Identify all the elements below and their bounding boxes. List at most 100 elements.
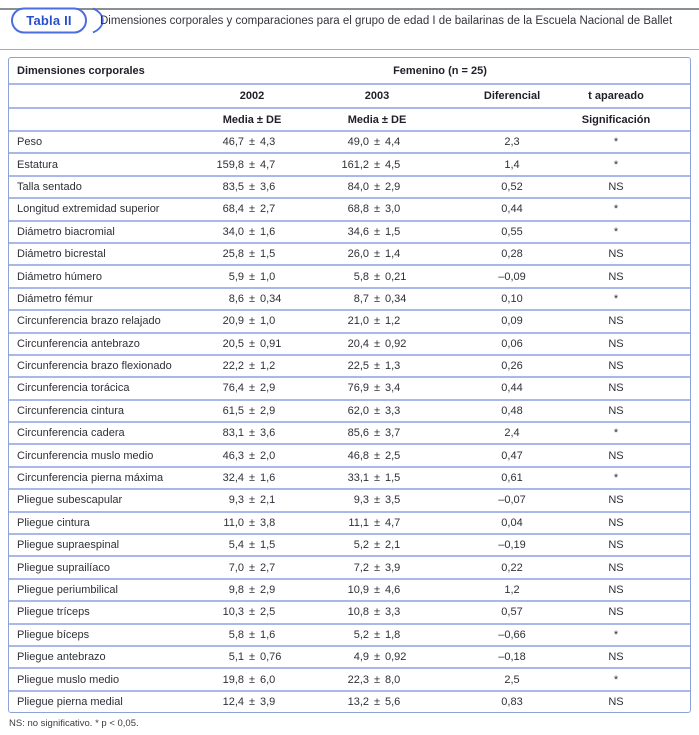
table-row: Diámetro húmero 5,9 ±1,0 5,8 ±0,21 –0,09 N… xyxy=(9,264,690,286)
row-label: Circunferencia cadera xyxy=(17,427,125,440)
table-row: Circunferencia torácica 76,4 ±2,9 76,9 ±3,… xyxy=(9,376,690,398)
cell-2003: 161,2 ±4,5 xyxy=(341,158,401,171)
cell-diferencial: 0,28 xyxy=(501,248,523,261)
cell-significacion: NS xyxy=(608,180,624,193)
table-row: Estatura 159,8 ±4,7 161,2 ±4,5 1,4 * xyxy=(9,152,690,174)
table-row: Circunferencia muslo medio 46,3 ±2,0 46,8… xyxy=(9,443,690,465)
cell-2003: 68,8 ±3,0 xyxy=(347,203,401,216)
cell-2002: 12,4 ±3,9 xyxy=(222,695,276,708)
badge-label: Tabla II xyxy=(26,13,72,28)
cell-significacion: NS xyxy=(608,248,624,261)
cell-significacion: NS xyxy=(608,606,624,619)
cell-diferencial: 1,2 xyxy=(504,584,520,596)
header-t-apareado: t apareado xyxy=(588,90,644,102)
cell-2002: 5,4 ±1,5 xyxy=(228,539,276,552)
cell-significacion: NS xyxy=(608,315,624,328)
header-2002: 2002 xyxy=(239,90,265,102)
cell-2003: 10,9 ±4,6 xyxy=(347,584,401,596)
row-label: Pliegue muslo medio xyxy=(17,673,120,686)
subheader-significacion: Significación xyxy=(581,113,651,126)
cell-significacion: * xyxy=(613,628,619,641)
cell-2002: 46,7 ±4,3 xyxy=(222,136,276,149)
cell-significacion: NS xyxy=(608,516,624,529)
cell-2002: 8,6 ±0,34 xyxy=(228,292,282,305)
cell-2003: 5,2 ±2,1 xyxy=(353,539,401,552)
header-2003: 2003 xyxy=(364,90,390,102)
cell-2002: 34,0 ±1,6 xyxy=(222,225,276,238)
row-label: Pliegue subescapular xyxy=(17,494,123,507)
header-group: Femenino (n = 25) xyxy=(393,64,487,77)
cell-2002: 159,8 ±4,7 xyxy=(216,158,276,171)
row-label: Circunferencia brazo flexionado xyxy=(17,360,172,373)
table-row: Pliegue muslo medio 19,8 ±6,0 22,3 ±8,0 2,… xyxy=(9,667,690,689)
cell-significacion: NS xyxy=(608,539,624,552)
cell-significacion: * xyxy=(613,225,619,238)
cell-significacion: NS xyxy=(608,584,624,596)
cell-significacion: * xyxy=(613,427,619,440)
table-row: Circunferencia cadera 83,1 ±3,6 85,6 ±3,7 … xyxy=(9,421,690,443)
cell-2002: 5,9 ±1,0 xyxy=(228,270,276,283)
cell-2002: 5,8 ±1,6 xyxy=(228,628,276,641)
cell-significacion: NS xyxy=(608,382,624,395)
cell-significacion: NS xyxy=(608,360,624,373)
row-label: Pliegue supraespinal xyxy=(17,539,120,552)
table-row: Circunferencia antebrazo 20,5 ±0,91 20,4 ±… xyxy=(9,331,690,354)
row-label: Pliegue cintura xyxy=(17,516,90,529)
row-label: Circunferencia muslo medio xyxy=(17,449,154,462)
header-col1: Dimensiones corporales xyxy=(17,64,145,77)
row-label: Diámetro fémur xyxy=(17,292,93,305)
cell-2002: 9,3 ±2,1 xyxy=(228,494,276,507)
cell-2003: 22,3 ±8,0 xyxy=(347,673,401,686)
cell-2002: 25,8 ±1,5 xyxy=(222,248,276,261)
cell-2002: 19,8 ±6,0 xyxy=(222,673,276,686)
row-label: Pliegue tríceps xyxy=(17,606,90,619)
table-badge: Tabla II xyxy=(10,7,110,37)
table-row: Pliegue subescapular 9,3 ±2,1 9,3 ±3,5 –0,… xyxy=(9,488,690,510)
row-label: Peso xyxy=(17,136,43,149)
row-label: Pliegue pierna medial xyxy=(17,695,123,708)
cell-significacion: * xyxy=(613,203,619,216)
cell-2003: 20,4 ±0,92 xyxy=(347,337,407,350)
cell-2003: 49,0 ±4,4 xyxy=(347,136,401,149)
table-row: Pliegue cintura 11,0 ±3,8 11,1 ±4,7 0,04 N… xyxy=(9,510,690,533)
table-title: Dimensiones corporales y comparaciones p… xyxy=(100,15,673,27)
header-diferencial: Diferencial xyxy=(483,90,541,102)
table-row: Pliegue supraespinal 5,4 ±1,5 5,2 ±2,1 –0,… xyxy=(9,533,690,555)
cell-diferencial: 0,61 xyxy=(501,472,523,485)
cell-diferencial: 0,26 xyxy=(501,360,523,373)
table-row: Talla sentado 83,5 ±3,6 84,0 ±2,9 0,52 NS xyxy=(9,174,690,197)
table-row: Pliegue pierna medial 12,4 ±3,9 13,2 ±5,6 … xyxy=(9,689,690,712)
cell-diferencial: 0,06 xyxy=(501,337,523,350)
cell-2002: 61,5 ±2,9 xyxy=(222,404,276,417)
cell-2003: 21,0 ±1,2 xyxy=(347,315,401,328)
title-divider xyxy=(0,49,699,50)
cell-2003: 22,5 ±1,3 xyxy=(347,360,401,373)
cell-2003: 85,6 ±3,7 xyxy=(347,427,401,440)
top-rule xyxy=(0,8,699,10)
cell-diferencial: –0,18 xyxy=(498,651,526,664)
cell-significacion: * xyxy=(613,158,619,171)
row-label: Circunferencia pierna máxima xyxy=(17,472,164,485)
cell-diferencial: –0,07 xyxy=(498,494,526,507)
cell-diferencial: 0,47 xyxy=(501,449,523,462)
row-label: Circunferencia torácica xyxy=(17,382,130,395)
cell-diferencial: –0,09 xyxy=(498,270,526,283)
cell-2002: 20,9 ±1,0 xyxy=(222,315,276,328)
row-label: Circunferencia antebrazo xyxy=(17,337,140,350)
row-label: Estatura xyxy=(17,158,58,171)
row-label: Pliegue bíceps xyxy=(17,628,90,641)
cell-2003: 10,8 ±3,3 xyxy=(347,606,401,619)
row-label: Pliegue suprailíaco xyxy=(17,561,110,574)
cell-significacion: NS xyxy=(608,404,624,417)
subheader-media-2002: Media ± DE xyxy=(222,113,282,126)
cell-2002: 46,3 ±2,0 xyxy=(222,449,276,462)
table-row: Pliegue tríceps 10,3 ±2,5 10,8 ±3,3 0,57 N… xyxy=(9,600,690,622)
cell-2003: 13,2 ±5,6 xyxy=(347,695,401,708)
cell-2003: 84,0 ±2,9 xyxy=(347,180,401,193)
cell-diferencial: 0,57 xyxy=(501,606,523,619)
cell-significacion: NS xyxy=(608,270,624,283)
cell-diferencial: 0,83 xyxy=(501,695,523,708)
row-label: Pliegue periumbilical xyxy=(17,584,118,596)
cell-2002: 32,4 ±1,6 xyxy=(222,472,276,485)
